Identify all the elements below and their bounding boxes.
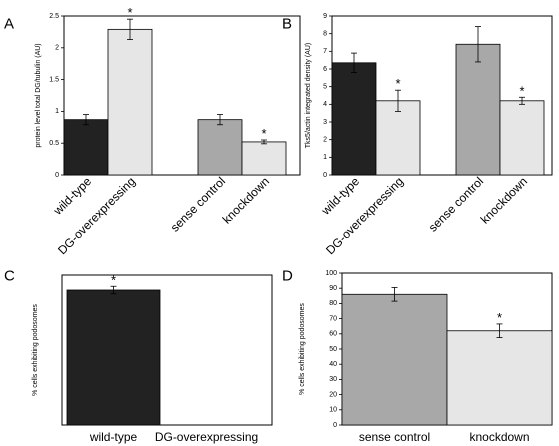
y-axis-label: % cells exhibiting podosomes [299,303,306,395]
y-tick-label: 1 [323,154,327,161]
y-tick-label: 7 [323,48,327,55]
significance-star: * [127,5,132,20]
y-tick-label: 0 [55,172,59,179]
significance-star: * [261,126,266,141]
bar [107,28,153,176]
y-axis-label: protein level total DG/tubulin (AU) [35,43,42,147]
y-tick-label: 40 [329,361,337,368]
y-tick-label: 90 [329,285,337,292]
y-tick-label: 80 [329,300,337,307]
bar [499,100,545,176]
y-tick-label: 5 [323,84,327,91]
bar [66,289,161,426]
y-tick-label: 0.5 [49,140,59,147]
category-label: sense control [168,174,228,234]
panel-letter: D [282,267,293,284]
y-tick-label: 2 [323,137,327,144]
category-label: knockdown [478,174,530,226]
category-label: DG-overexpressing [155,430,258,444]
bar [375,100,421,176]
bar [455,43,501,176]
y-axis-label: % cells exhibiting podosomes [32,304,39,396]
y-tick-label: 60 [329,331,337,338]
y-tick-label: 70 [329,315,337,322]
bar [341,293,448,426]
bar [331,62,377,176]
y-tick-label: 20 [329,391,337,398]
category-label: DG-overexpressing [323,174,406,257]
plot-frame [63,15,301,176]
y-tick-label: 50 [329,346,337,353]
panel-b: B 0 1 2 3 4 5 6 7 8 9 Tks5/actin integrated density… [282,13,553,257]
y-tick-label: 10 [329,407,337,414]
y-tick-label: 4 [323,101,327,108]
bar [63,119,109,176]
category-label: wild-type [318,174,362,218]
y-tick-label: 100 [325,270,337,277]
significance-star: * [111,272,116,287]
category-label: DG-overexpressing [55,174,138,257]
category-label: knockdown [220,174,272,226]
category-label: sense control [359,430,430,444]
category-label: sense control [426,174,486,234]
y-tick-label: 1.5 [49,76,59,83]
bar [241,141,287,176]
panel-c: C % cells exhibiting podosomes * wild-type D… [4,267,273,444]
y-tick-label: 9 [323,13,327,20]
bar [446,330,553,426]
y-tick-label: 6 [323,66,327,73]
y-tick-label: 30 [329,376,337,383]
y-tick-label: 2.5 [49,13,59,20]
y-tick-label: 3 [323,119,327,126]
category-label: wild-type [89,430,138,444]
y-tick-label: 1 [55,108,59,115]
significance-star: * [519,83,524,98]
y-tick-label: 2 [55,45,59,52]
panel-letter: C [4,267,15,284]
bar [197,119,243,176]
category-label: knockdown [469,430,529,444]
significance-star: * [497,310,502,325]
panel-d: D 0 10 20 30 40 50 60 70 80 90 100 % cells exhibitin… [282,267,553,444]
plot-frame [61,274,273,426]
panel-a: A 0 0.5 1 1.5 2 2.5 protein level total DG/tubu… [4,5,301,257]
y-tick-label: 0 [333,422,337,429]
y-axis-label: Tks5/actin integrated density (AU) [305,43,312,148]
significance-star: * [395,76,400,91]
panel-letter: A [4,15,14,32]
category-label: wild-type [50,174,94,218]
y-tick-label: 0 [323,172,327,179]
y-tick-label: 8 [323,31,327,38]
panel-letter: B [282,15,292,32]
